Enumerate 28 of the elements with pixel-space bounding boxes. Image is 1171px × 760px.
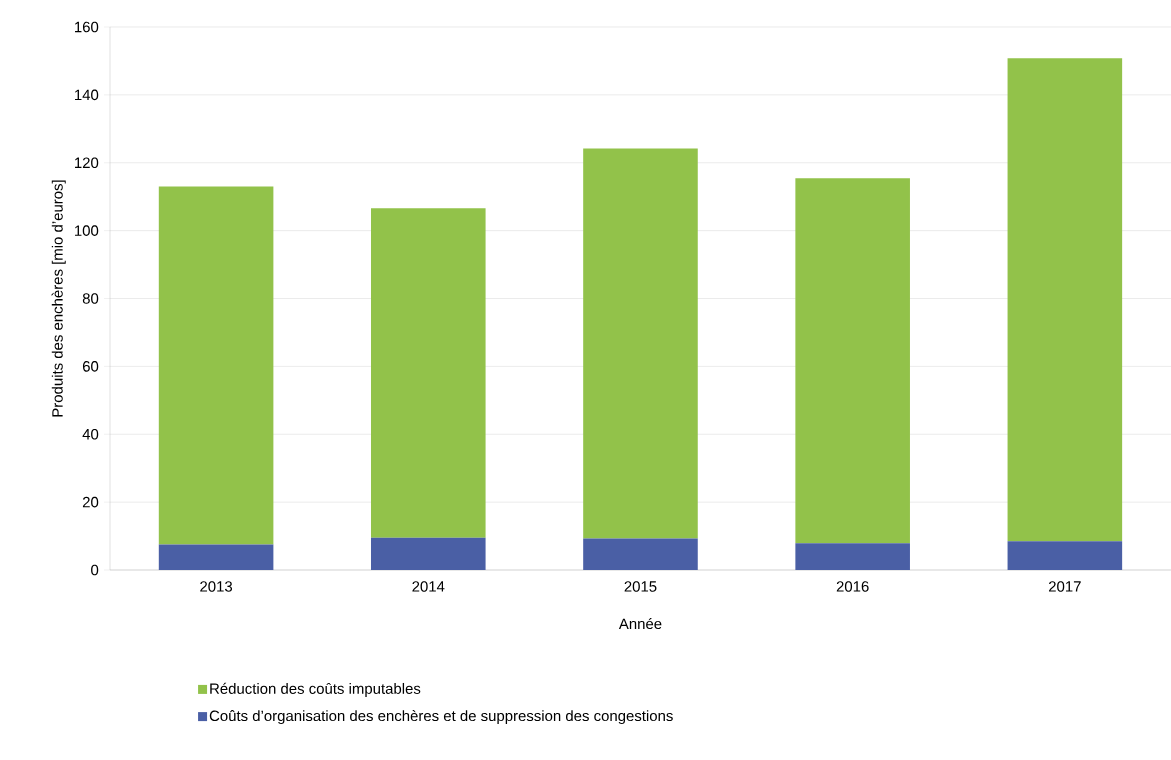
x-tick-label: 2015 xyxy=(624,581,657,592)
x-tick-label: 2016 xyxy=(836,581,869,592)
x-tick-label: 2017 xyxy=(1048,581,1081,592)
y-tick-label: 60 xyxy=(82,361,99,372)
legend-label: Coûts d’organisation des enchères et de suppression des congestions xyxy=(209,709,673,725)
y-tick-label: 120 xyxy=(75,157,99,169)
bar xyxy=(370,537,486,570)
legend-label: Réduction des coûts imputables xyxy=(210,682,421,697)
y-tick-label: 160 xyxy=(75,21,99,33)
bar xyxy=(583,148,698,539)
x-tick-label: 2014 xyxy=(412,581,445,592)
y-tick-label: 0 xyxy=(91,564,99,576)
bar xyxy=(1007,58,1123,542)
bar xyxy=(1007,541,1123,570)
y-tick-label: 20 xyxy=(82,496,99,508)
bar xyxy=(158,186,274,545)
bar xyxy=(795,543,910,570)
bar xyxy=(370,208,486,538)
x-tick-label: 2013 xyxy=(200,581,233,592)
y-tick-label: 40 xyxy=(82,428,99,440)
x-axis-title: Année xyxy=(618,617,662,630)
y-tick-label: 140 xyxy=(75,89,99,101)
bar xyxy=(583,538,698,570)
y-tick-label: 100 xyxy=(75,225,99,236)
bar xyxy=(795,178,910,544)
y-tick-label: 80 xyxy=(82,293,99,304)
y-axis-title: Produits des enchères [mio d’euros] xyxy=(51,180,66,417)
bar xyxy=(158,544,274,570)
